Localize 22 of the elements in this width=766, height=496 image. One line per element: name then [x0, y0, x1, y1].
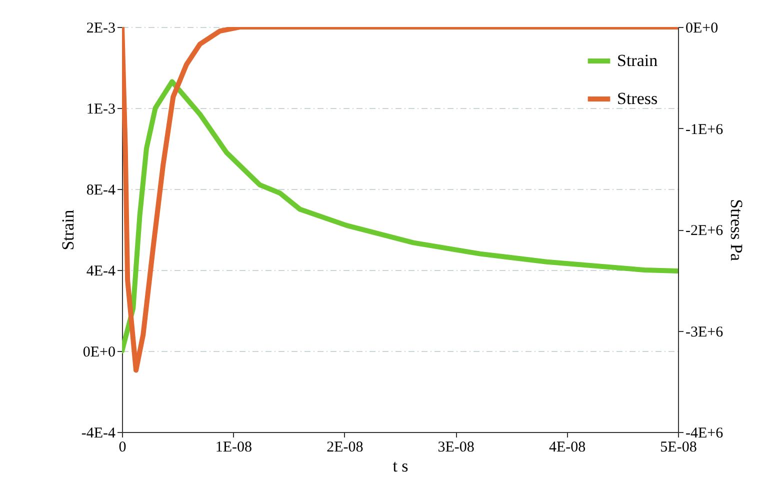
x-tick-label: 4E-08	[548, 440, 586, 456]
y-tick-label: 0E+0	[82, 344, 116, 360]
y2-tick-label: -2E+6	[686, 223, 724, 239]
y2-tick-label: -3E+6	[686, 324, 724, 340]
y-tick-label: 8E-4	[86, 182, 116, 198]
x-tick-label: 3E-08	[438, 440, 474, 456]
y-axis-title: Strain	[58, 209, 78, 250]
x-axis-title: t s	[392, 456, 408, 476]
y-tick-label: 4E-4	[86, 264, 116, 280]
x-tick-label: 5E-08	[660, 440, 697, 456]
y2-tick-label: -4E+6	[686, 426, 724, 442]
y2-axis-title: Stress Pa	[727, 199, 746, 262]
y2-tick-label: -1E+6	[686, 122, 724, 138]
legend-label: Strain	[617, 51, 658, 70]
y2-tick-label: 0E+0	[686, 20, 718, 36]
y-tick-label: 1E-3	[86, 102, 116, 118]
x-tick-label: 2E-08	[326, 440, 364, 456]
legend-label: Stress	[617, 89, 658, 108]
y-tick-label: -4E-4	[81, 426, 116, 442]
y-tick-label: 2E-3	[86, 20, 116, 36]
x-tick-label: 0	[118, 440, 126, 456]
x-tick-label: 1E-08	[215, 440, 252, 456]
